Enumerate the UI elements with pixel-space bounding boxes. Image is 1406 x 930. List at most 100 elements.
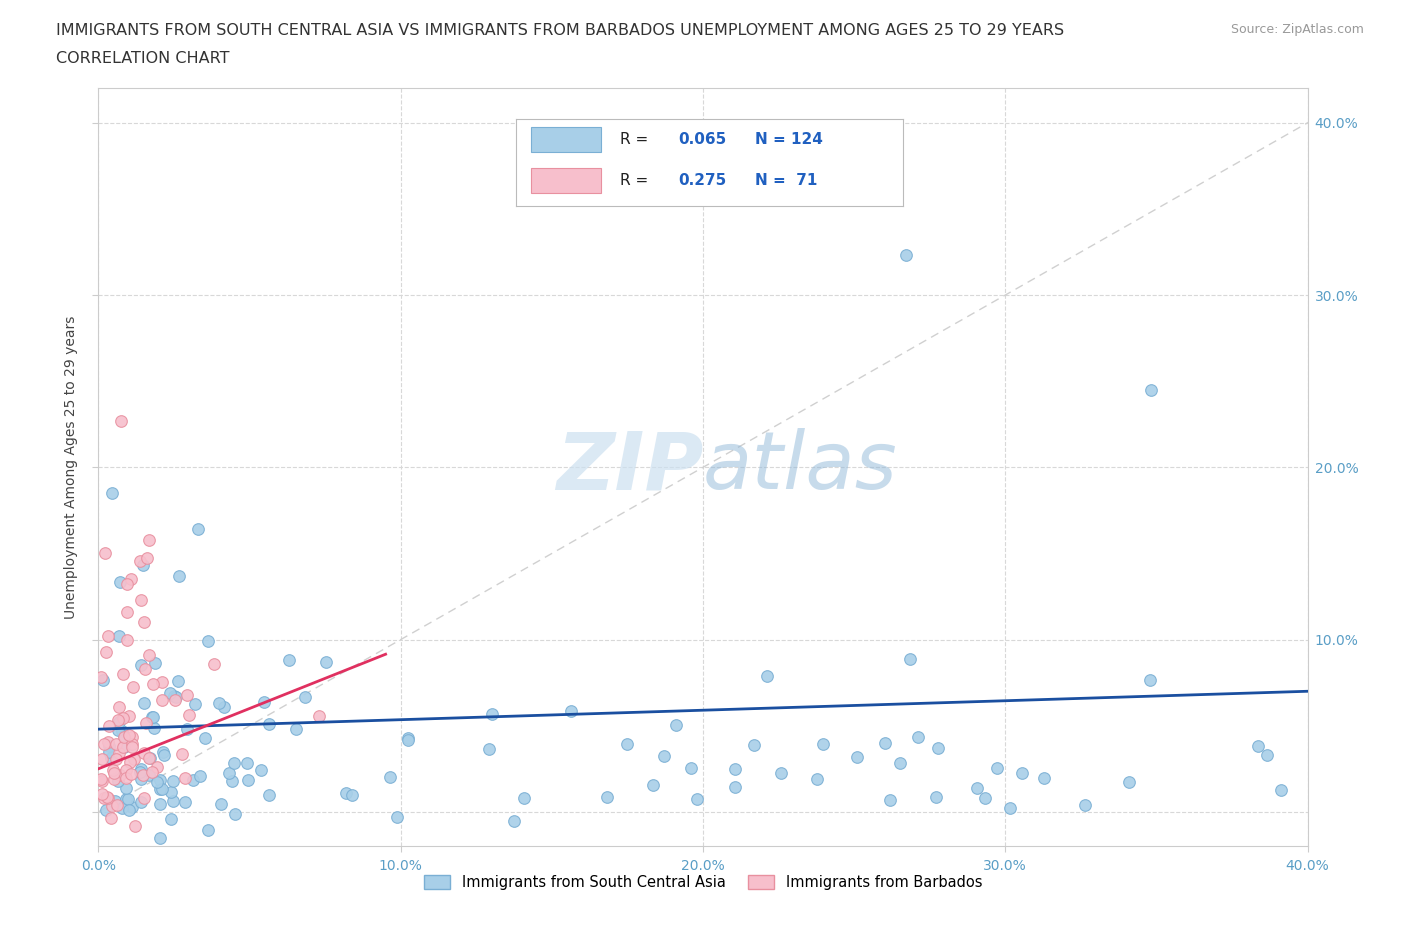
Point — [1270, 782, 1292, 797]
Point — [122, 751, 145, 766]
Point — [315, 654, 337, 669]
Point — [117, 791, 139, 806]
Point — [120, 572, 142, 587]
Point — [197, 633, 219, 648]
Point — [385, 809, 408, 824]
Point — [806, 772, 828, 787]
Point — [308, 709, 330, 724]
Point — [111, 724, 134, 738]
Point — [1139, 672, 1161, 687]
Point — [894, 248, 917, 263]
Point — [285, 722, 308, 737]
Point — [120, 767, 142, 782]
Point — [723, 779, 745, 794]
Point — [98, 745, 121, 760]
Point — [136, 551, 159, 565]
Point — [146, 775, 169, 790]
Point — [118, 754, 141, 769]
Point — [194, 730, 217, 745]
Point — [141, 710, 163, 724]
Point — [141, 764, 163, 779]
Point — [103, 765, 125, 780]
Point — [238, 773, 260, 788]
Point — [396, 733, 419, 748]
Point — [478, 741, 501, 756]
Point — [121, 739, 143, 754]
Point — [108, 629, 131, 644]
Point — [132, 790, 155, 805]
Point — [159, 811, 181, 826]
Point — [134, 696, 156, 711]
Point — [118, 803, 141, 817]
Point — [181, 772, 204, 787]
Point — [118, 709, 141, 724]
Point — [900, 651, 922, 666]
Point — [135, 715, 157, 730]
Point — [744, 737, 766, 752]
Point — [811, 737, 834, 751]
Point — [129, 554, 152, 569]
Point — [162, 793, 184, 808]
Point — [107, 773, 129, 788]
Point — [90, 670, 112, 684]
Point — [396, 731, 419, 746]
Point — [340, 788, 363, 803]
Point — [104, 751, 127, 766]
Y-axis label: Unemployment Among Ages 25 to 29 years: Unemployment Among Ages 25 to 29 years — [63, 315, 77, 619]
Point — [115, 770, 138, 785]
Point — [257, 787, 280, 802]
Point — [112, 729, 135, 744]
Point — [335, 786, 357, 801]
Point — [97, 735, 120, 750]
Point — [115, 763, 138, 777]
Point — [108, 699, 131, 714]
Point — [138, 767, 160, 782]
Point — [253, 695, 276, 710]
Point — [105, 737, 128, 751]
Point — [138, 533, 160, 548]
Point — [124, 818, 146, 833]
Point — [107, 712, 129, 727]
Point — [170, 747, 193, 762]
Point — [138, 751, 160, 765]
Point — [889, 755, 911, 770]
Point — [115, 792, 138, 807]
Point — [162, 774, 184, 789]
Point — [132, 746, 155, 761]
Point — [94, 644, 117, 659]
Point — [873, 735, 896, 750]
Point — [188, 768, 211, 783]
Point — [121, 737, 143, 751]
Point — [513, 790, 536, 805]
Point — [110, 574, 132, 589]
Point — [108, 746, 131, 761]
Point — [97, 790, 120, 805]
Point — [681, 761, 703, 776]
Point — [134, 661, 156, 676]
Point — [91, 787, 114, 802]
Text: Source: ZipAtlas.com: Source: ZipAtlas.com — [1230, 23, 1364, 36]
Point — [91, 673, 114, 688]
Point — [115, 632, 138, 647]
Point — [143, 720, 166, 735]
Point — [174, 771, 197, 786]
Point — [132, 768, 155, 783]
Point — [129, 795, 152, 810]
Point — [179, 708, 201, 723]
Point — [616, 737, 638, 751]
Point — [166, 673, 188, 688]
Point — [202, 657, 225, 671]
Point — [278, 653, 301, 668]
Point — [94, 802, 117, 817]
Point — [596, 790, 619, 804]
Point — [159, 685, 181, 700]
Point — [654, 749, 676, 764]
Point — [966, 781, 988, 796]
Point — [1256, 748, 1278, 763]
Point — [378, 769, 401, 784]
Point — [118, 727, 141, 742]
Point — [250, 763, 273, 777]
Point — [110, 768, 132, 783]
Point — [141, 709, 163, 724]
Point — [150, 692, 173, 707]
